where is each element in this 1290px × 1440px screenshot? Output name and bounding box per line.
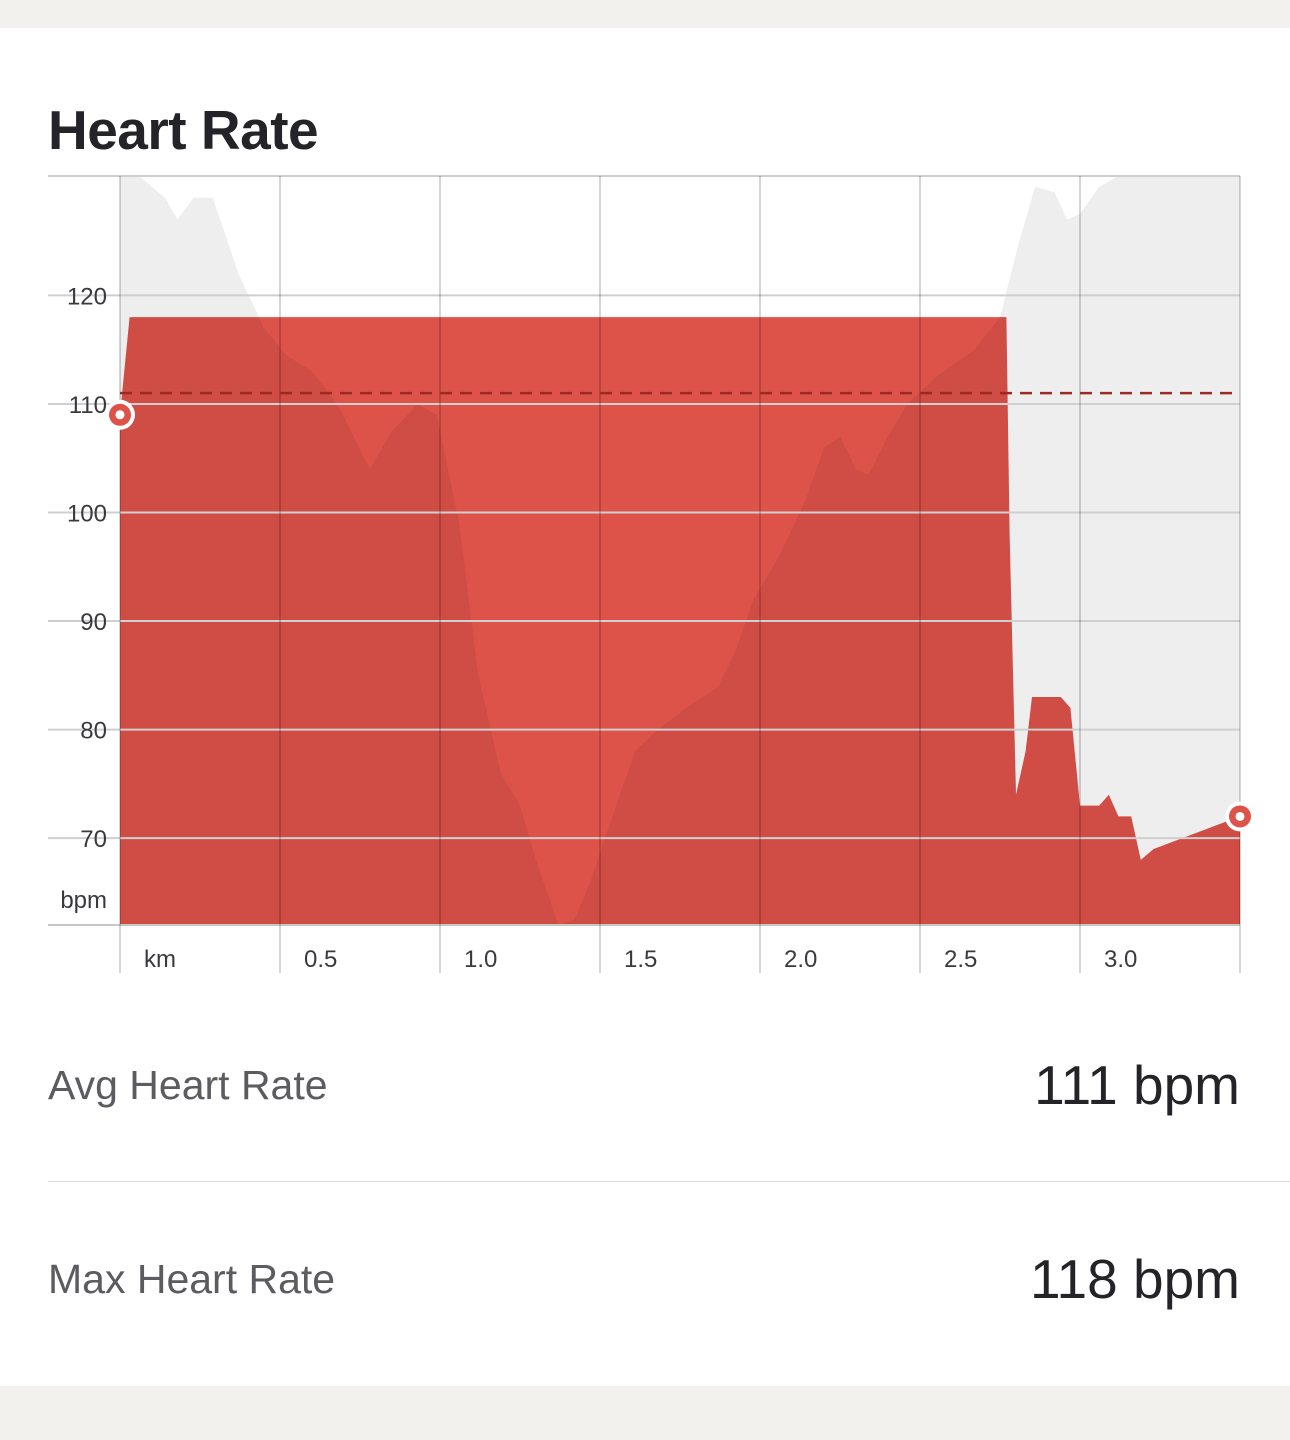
x-tick-label: 0.5 [304,946,337,973]
x-tick-label: 1.0 [464,946,497,973]
y-axis-unit-label: bpm [60,887,107,914]
y-tick-label: 70 [80,826,107,853]
x-tick-label: 2.0 [784,946,817,973]
avg-heart-rate-value: 111 bpm [1034,1054,1240,1116]
avg-heart-rate-label: Avg Heart Rate [48,1061,328,1108]
y-tick-label: 100 [67,501,107,528]
x-tick-label: km [144,946,176,973]
end-point-marker-center [1235,811,1245,821]
y-tick-label: 90 [80,609,107,636]
elevation-overlay [120,317,1240,925]
heart-rate-card: Heart Rate 120 110 100 90 80 70 bpm km 0.5 1.0 1.5… [0,28,1290,1386]
max-heart-rate-label: Max Heart Rate [48,1255,336,1302]
max-heart-rate-value: 118 bpm [1030,1248,1240,1310]
max-heart-rate-row: Max Heart Rate 118 bpm [48,1219,1240,1339]
card-title: Heart Rate [48,99,319,161]
y-tick-label: 80 [80,718,107,745]
y-tick-label: 120 [67,283,107,310]
avg-heart-rate-row: Avg Heart Rate 111 bpm [48,1025,1240,1145]
stats-divider [48,1181,1290,1182]
y-tick-label: 110 [69,392,107,419]
x-tick-label: 3.0 [1104,946,1137,973]
x-tick-label: 2.5 [944,946,977,973]
x-tick-label: 1.5 [624,946,657,973]
heart-rate-chart: 120 110 100 90 80 70 bpm km 0.5 1.0 1.5 2.0 2.5 3.0 [48,175,1255,973]
start-point-marker-center [115,410,125,420]
